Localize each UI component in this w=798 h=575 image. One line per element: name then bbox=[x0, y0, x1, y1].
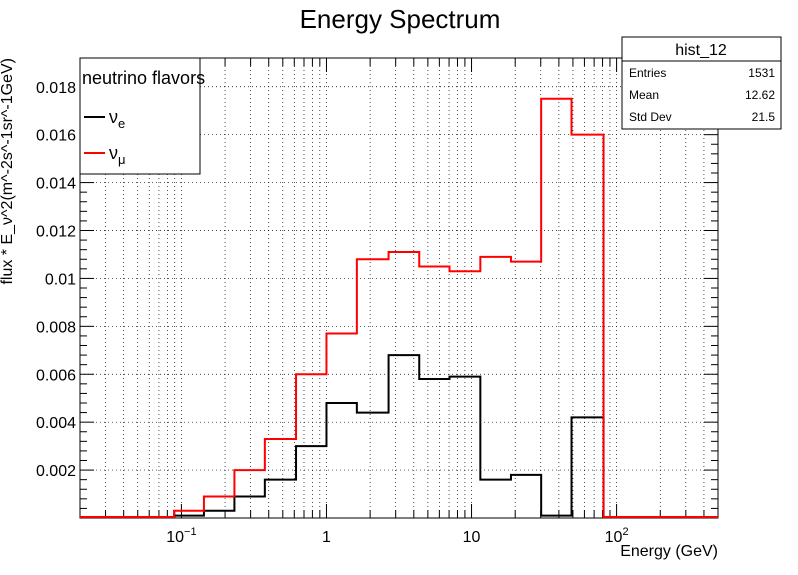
x-tick-label: 10−1 bbox=[166, 526, 196, 546]
y-tick-label: 0.002 bbox=[36, 463, 76, 480]
stats-box: hist_12 Entries 1531 Mean 12.62 Std Dev … bbox=[621, 36, 782, 130]
x-tick-label-base: 10 bbox=[605, 529, 623, 546]
x-tick-label-exponent: −1 bbox=[184, 526, 197, 538]
legend-entry-nu-e-sub: e bbox=[118, 116, 125, 131]
x-tick-label: 10 bbox=[463, 529, 481, 546]
y-tick-label: 0.012 bbox=[36, 224, 76, 241]
x-tick-label-base: 10 bbox=[166, 529, 184, 546]
x-tick-label-base: 10 bbox=[463, 529, 481, 546]
series-nu-mu-histogram bbox=[80, 97, 718, 518]
x-axis-label: Energy (GeV) bbox=[620, 543, 718, 560]
legend-entry-nu-mu: νμ bbox=[109, 143, 126, 167]
y-tick-label: 0.008 bbox=[36, 319, 76, 336]
legend-entry-nu-e: νe bbox=[109, 107, 125, 131]
legend-entry-nu-mu-sub: μ bbox=[118, 152, 126, 167]
x-tick-label-base: 1 bbox=[322, 529, 331, 546]
y-tick-label: 0.004 bbox=[36, 415, 76, 432]
y-axis-label: flux * E_ν^2(m^-2s^-1sr^-1GeV) bbox=[0, 58, 16, 285]
stats-box-title: hist_12 bbox=[675, 42, 727, 59]
legend-title: neutrino flavors bbox=[82, 68, 205, 88]
y-tick-label: 0.016 bbox=[36, 128, 76, 145]
y-tick-labels: 0.002 0.004 0.006 0.008 0.01 0.012 0.014 0.016 0… bbox=[36, 80, 76, 480]
histogram-series bbox=[80, 97, 718, 518]
stats-entries-value: 1531 bbox=[748, 66, 775, 80]
stats-mean-label: Mean bbox=[629, 88, 659, 102]
stats-stddev-value: 21.5 bbox=[752, 110, 776, 124]
x-tick-label-exponent: 2 bbox=[622, 526, 628, 538]
stats-stddev-label: Std Dev bbox=[629, 110, 672, 124]
y-tick-label: 0.01 bbox=[45, 271, 76, 288]
series-nu-e-histogram bbox=[80, 354, 718, 518]
x-tick-label: 102 bbox=[605, 526, 629, 546]
y-tick-label: 0.006 bbox=[36, 367, 76, 384]
chart-title: Energy Spectrum bbox=[300, 4, 501, 34]
legend-entry-nu-e-symbol: ν bbox=[109, 107, 118, 127]
stats-entries-label: Entries bbox=[629, 66, 666, 80]
legend: neutrino flavors νe νμ bbox=[79, 57, 205, 175]
y-tick-label: 0.014 bbox=[36, 176, 76, 193]
stats-box-frame bbox=[621, 36, 782, 130]
stats-mean-value: 12.62 bbox=[745, 88, 775, 102]
x-tick-labels: 10−1 1 10 102 bbox=[166, 526, 628, 546]
x-tick-label: 1 bbox=[322, 529, 331, 546]
y-tick-label: 0.018 bbox=[36, 80, 76, 97]
legend-entry-nu-mu-symbol: ν bbox=[109, 143, 118, 163]
